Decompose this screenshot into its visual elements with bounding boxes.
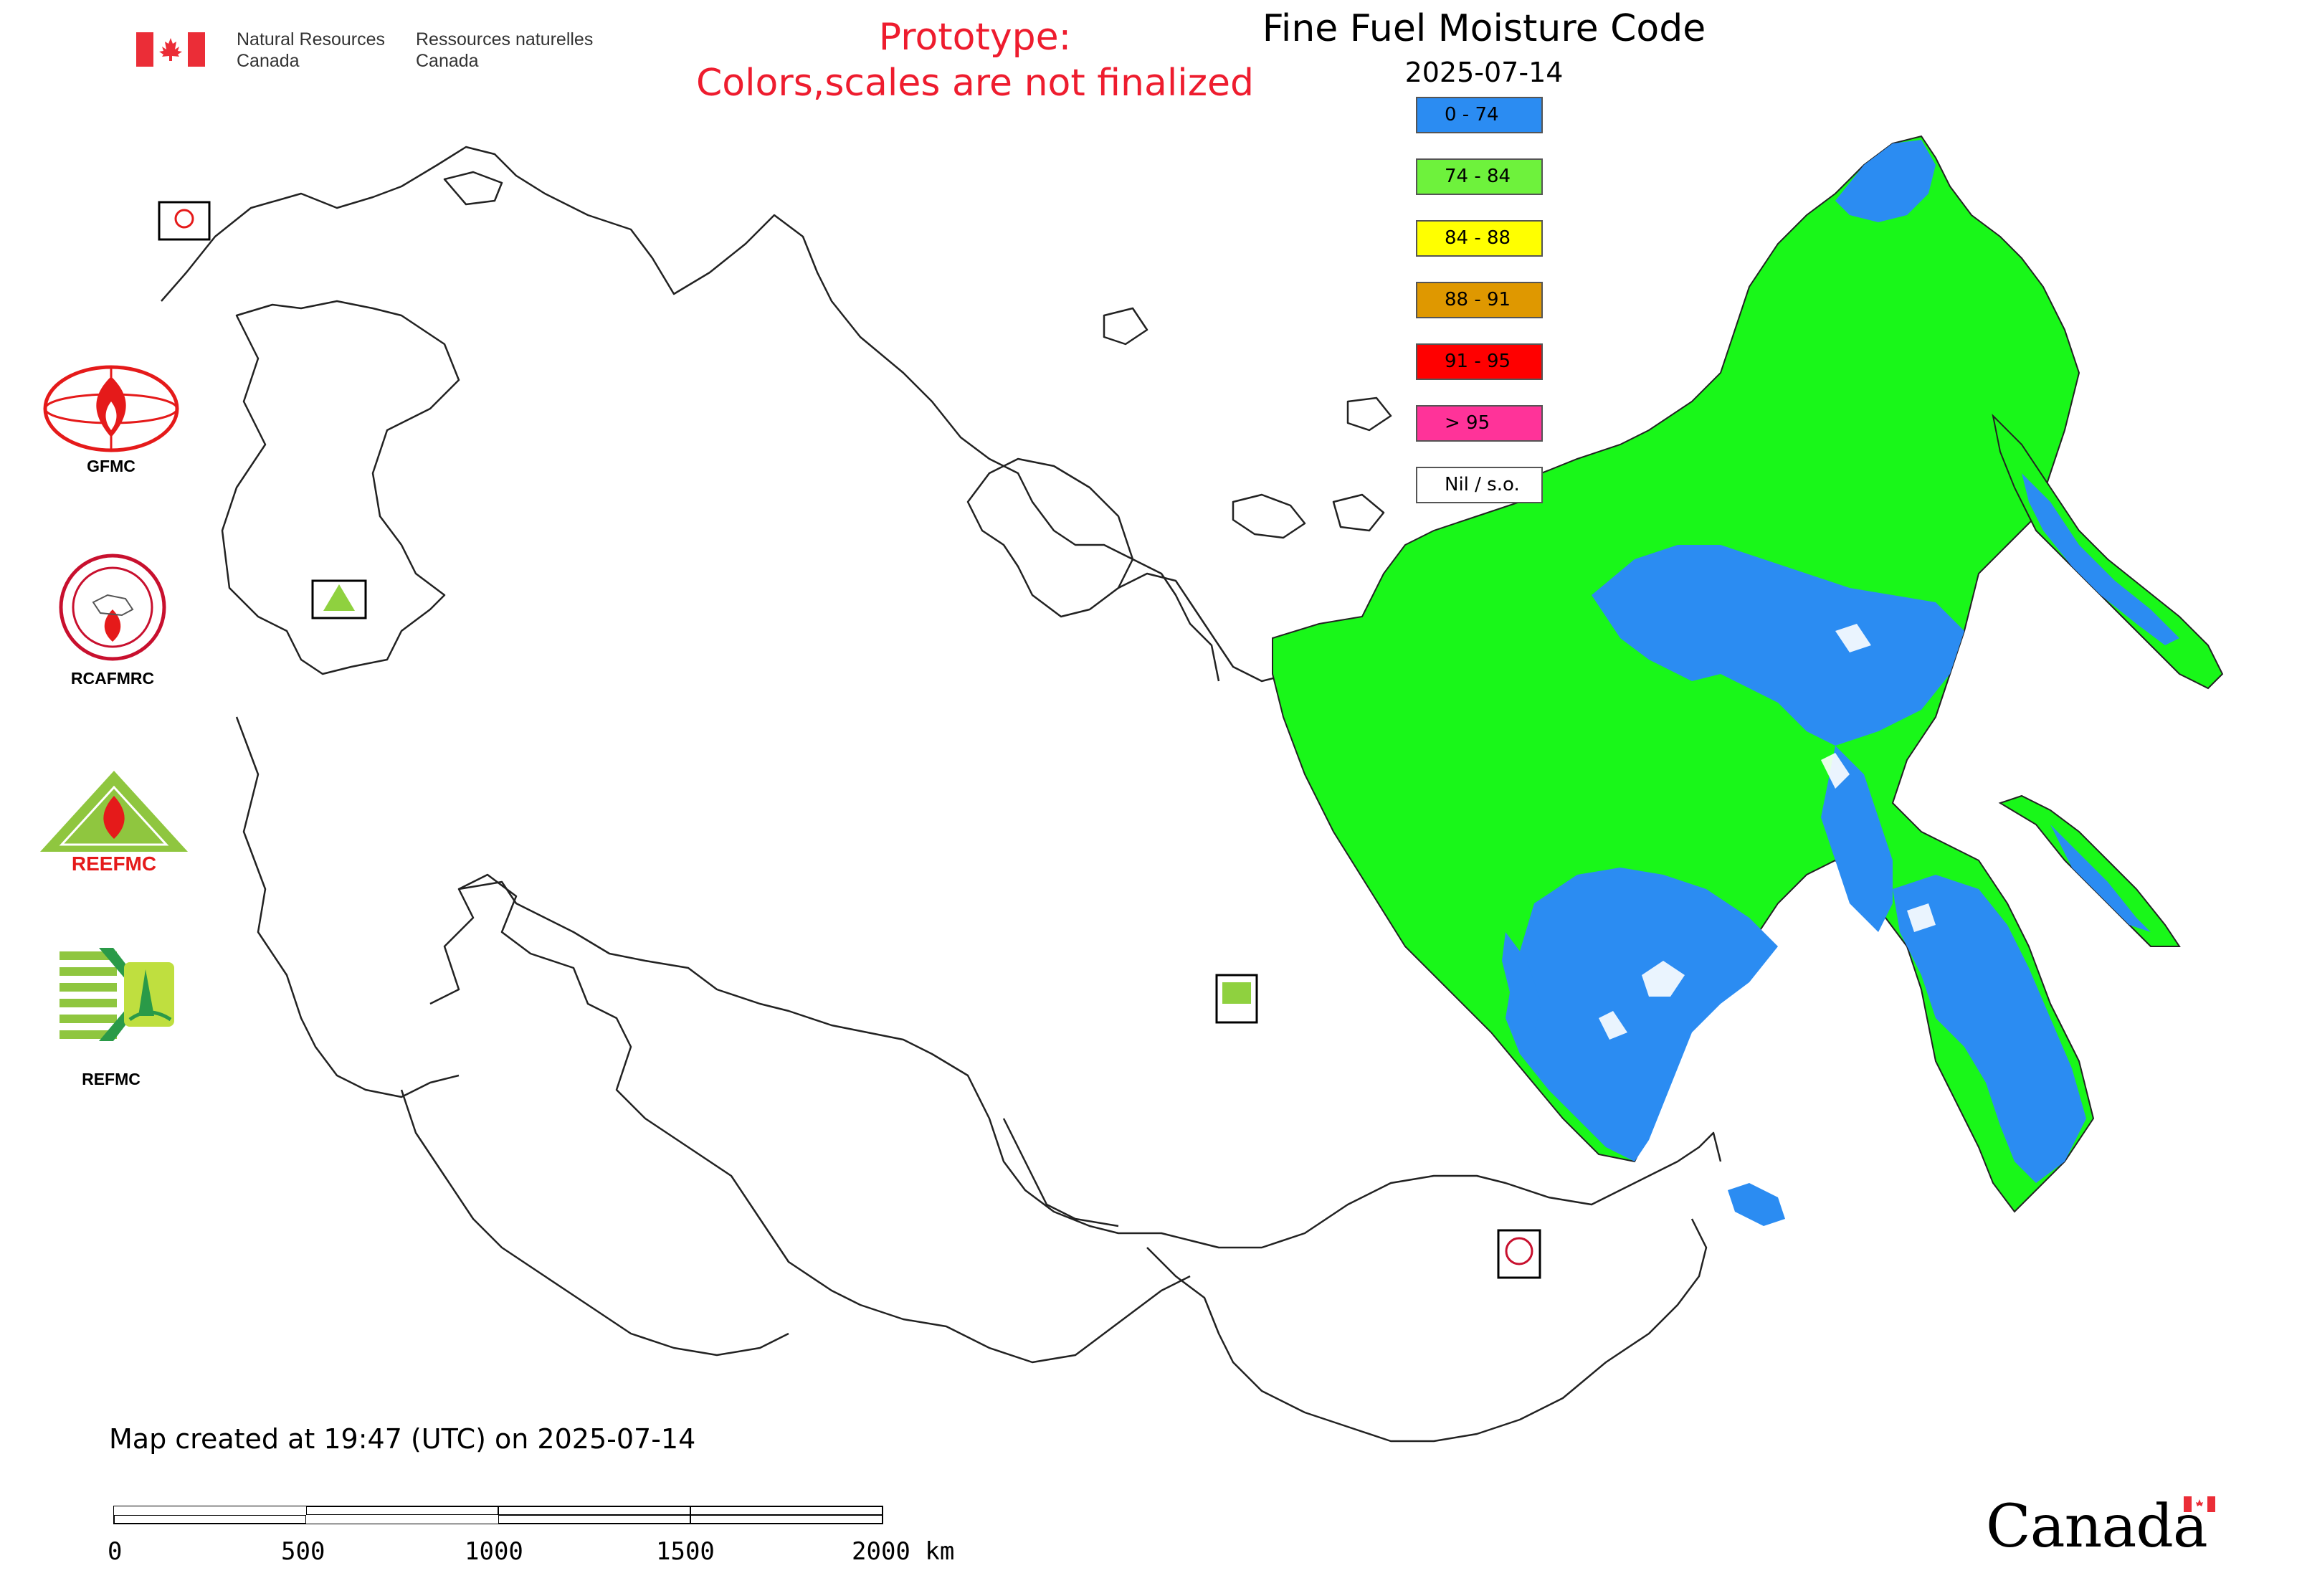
- nil-patch-4: [1599, 1011, 1627, 1040]
- legend-item: 74 - 84: [1416, 158, 1543, 195]
- canada-wordmark: Canada: [1986, 1495, 2230, 1559]
- ffmc-moist-east: [1821, 746, 1893, 932]
- novaya-zemlya: [966, 457, 1134, 618]
- reefmc-logo-text: REEFMC: [72, 852, 156, 875]
- ffmc-shading: [1272, 135, 2224, 1226]
- arctic-islands-5: [1103, 307, 1148, 346]
- scale-bar: 0 500 1000 1500 2000 km: [108, 1500, 968, 1572]
- map-title: Fine Fuel Moisture Code: [1262, 7, 1706, 50]
- refmc-logo-icon: [60, 948, 174, 1041]
- boundary-outlines: [161, 146, 1722, 1443]
- central-asia-border: [429, 873, 1191, 1364]
- legend-item: > 95: [1416, 405, 1543, 442]
- scale-tick-label: 500: [281, 1537, 325, 1566]
- legend-item: 88 - 91: [1416, 282, 1543, 318]
- southern-border: [458, 880, 1722, 1249]
- gfmc-label: GFMC: [87, 457, 135, 475]
- arctic-islands-3: [443, 171, 503, 206]
- mongolia-border: [1146, 1218, 1708, 1443]
- legend-item: 84 - 88: [1416, 220, 1543, 257]
- scale-bar-graphic: [113, 1506, 883, 1524]
- scale-tick-label: 0: [108, 1537, 123, 1566]
- map-date: 2025-07-14: [1404, 57, 1564, 88]
- legend-item: 0 - 74: [1416, 97, 1543, 133]
- canada-flag-icon: [136, 32, 205, 67]
- nil-patch-5: [1835, 624, 1871, 652]
- legend-item: Nil / s.o.: [1416, 467, 1543, 503]
- ffmc-moist-north: [1835, 140, 1936, 222]
- department-name-fr: Ressources naturelles Canada: [416, 29, 594, 71]
- nil-patch-2: [1821, 753, 1850, 789]
- nil-patch-1: [1642, 961, 1685, 997]
- ffmc-moist-west-strip: [1502, 932, 1541, 1032]
- canada-wordmark-text: Canada: [1986, 1493, 2208, 1561]
- scale-tick-label: 1000: [465, 1537, 523, 1566]
- south-lower-border: [400, 1089, 789, 1357]
- map-markers: [158, 201, 1541, 1279]
- prototype-notice: Prototype: Colors,scales are not finaliz…: [695, 16, 1255, 105]
- map-created-note: Map created at 19:47 (UTC) on 2025-07-14: [109, 1423, 696, 1455]
- legend-item: 91 - 95: [1416, 343, 1543, 380]
- ffmc-moist-strip: [2050, 825, 2151, 932]
- ffmc-moist-central: [1592, 545, 1964, 746]
- gfmc-logo-icon: [43, 365, 179, 452]
- kamchatka: [1992, 413, 2224, 690]
- central-inner-border: [1002, 1118, 1119, 1227]
- nrcan-signature: Natural Resources Canada Ressources natu…: [136, 29, 609, 79]
- arctic-islands-4: [1346, 396, 1392, 432]
- gfmc-map-marker: [158, 201, 211, 241]
- reefmc-logo-icon: REEFMC: [40, 771, 188, 875]
- ffmc-moist-kamchatka: [2022, 473, 2179, 645]
- ffmc-moist-south: [1506, 868, 1778, 1162]
- south-west-border: [235, 716, 460, 1098]
- rcafmrc-logo-icon: [59, 554, 166, 661]
- department-name-en: Natural Resources Canada: [237, 29, 386, 71]
- wordmark-flag-icon: [2184, 1496, 2215, 1512]
- ffmc-moist-island: [1728, 1183, 1785, 1226]
- northwest-coastline: [161, 146, 1220, 682]
- scale-tick-label: 1500: [656, 1537, 715, 1566]
- arctic-islands-2: [1332, 493, 1385, 532]
- refmc-label: REFMC: [82, 1070, 141, 1088]
- western-border: [221, 300, 460, 675]
- arctic-islands-1: [1232, 493, 1306, 539]
- ffmc-moist-amur: [1893, 875, 2086, 1183]
- rcafmrc-label: RCAFMRC: [70, 669, 155, 688]
- scale-tick-label: 2000 km: [852, 1537, 955, 1566]
- nil-patch-3: [1907, 903, 1936, 932]
